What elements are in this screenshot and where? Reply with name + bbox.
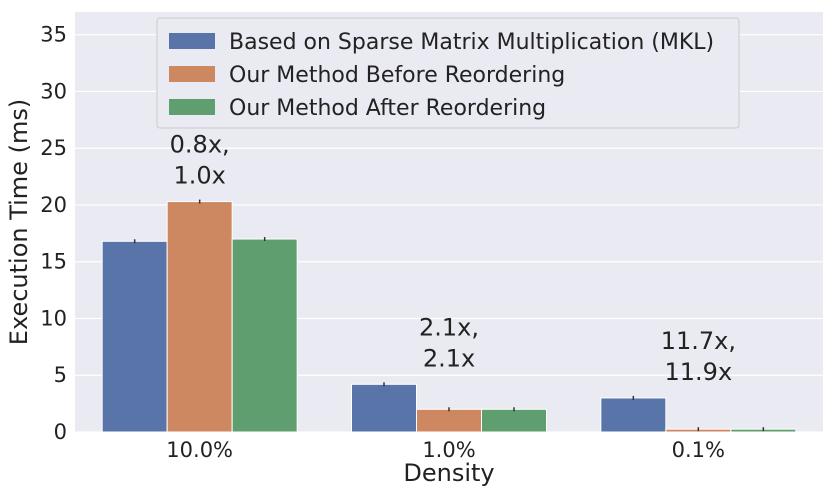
y-tick-label: 20 [40, 193, 67, 217]
speedup-label: 11.7x, [661, 327, 736, 355]
y-tick-label: 5 [54, 363, 67, 387]
y-tick-label: 35 [40, 23, 67, 47]
legend-swatch [169, 33, 215, 49]
legend-label: Our Method Before Reordering [229, 63, 565, 88]
y-tick-label: 30 [40, 79, 67, 103]
bar [101, 240, 168, 433]
y-tick-label: 15 [40, 250, 67, 274]
bar [166, 201, 233, 433]
bar [481, 408, 547, 433]
bar [351, 383, 417, 433]
x-axis-title: Density [403, 459, 494, 487]
legend: Based on Sparse Matrix Multiplication (M… [156, 17, 740, 129]
speedup-label: 0.8x, [170, 131, 230, 159]
speedup-label: 11.9x [665, 358, 733, 386]
speedup-annotations: 0.8x, 1.0x 2.1x, 2.1x 11.7x, 11.9x [170, 131, 736, 386]
legend-box [156, 17, 740, 129]
x-tick-label: 0.1% [672, 438, 725, 462]
bar [416, 408, 482, 433]
y-axis-title: Execution Time (ms) [5, 99, 33, 345]
bar [600, 397, 667, 433]
speedup-label: 2.1x, [419, 313, 479, 341]
x-axis-ticks: 10.0% 1.0% 0.1% [166, 438, 725, 462]
legend-label: Our Method After Reordering [229, 96, 546, 121]
y-tick-label: 25 [40, 136, 67, 160]
bars [101, 199, 797, 433]
legend-swatch [169, 99, 215, 115]
y-tick-label: 10 [40, 306, 67, 330]
bar [231, 238, 298, 433]
speedup-label: 2.1x [423, 344, 475, 372]
legend-swatch [169, 66, 215, 82]
y-tick-label: 0 [54, 420, 67, 444]
x-tick-label: 1.0% [422, 438, 475, 462]
legend-label: Based on Sparse Matrix Multiplication (M… [229, 30, 714, 55]
speedup-label: 1.0x [173, 162, 225, 190]
x-tick-label: 10.0% [166, 438, 233, 462]
y-axis-ticks: 0 5 10 15 20 25 30 35 [40, 23, 67, 444]
